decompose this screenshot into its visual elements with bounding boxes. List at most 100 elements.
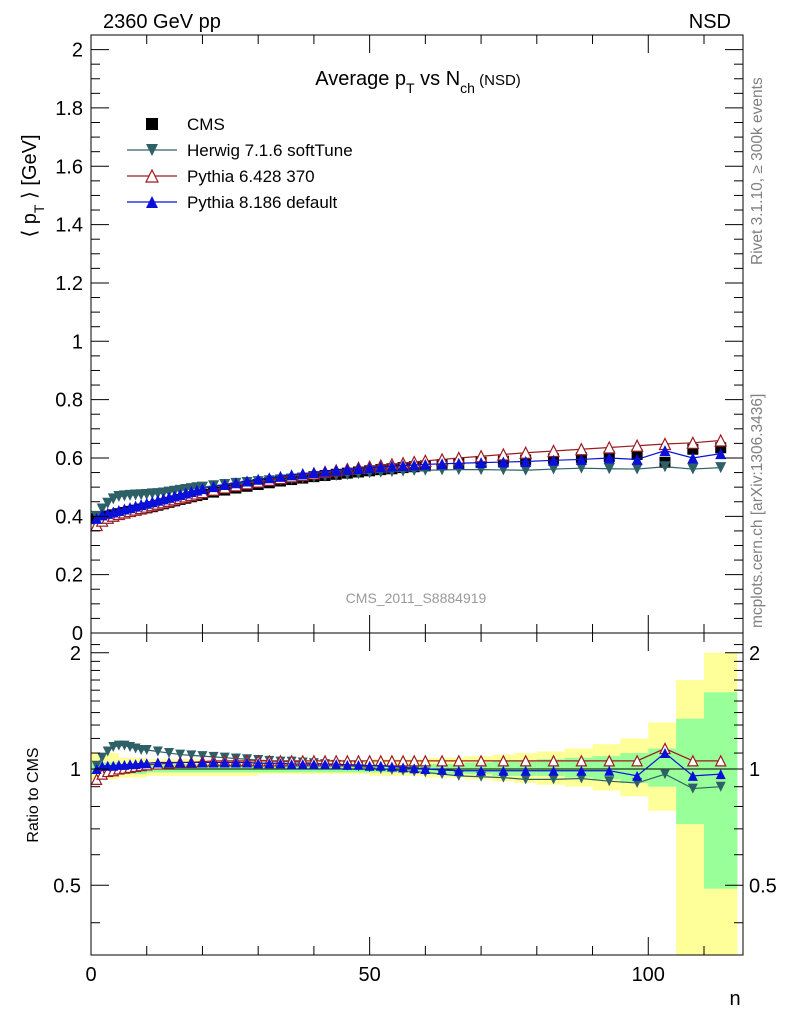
ratio-data-point (208, 757, 219, 768)
main-data-point (408, 459, 420, 471)
main-axis-ticks: 0 0.2 0.4 0.6 0.8 1 1.2 1.4 1.6 1.8 2 (55, 35, 743, 645)
ratio-data-point (375, 760, 386, 771)
legend-label: CMS (187, 115, 225, 134)
ratio-data-point (97, 752, 108, 763)
ratio-data-point (175, 749, 186, 760)
main-data-point (230, 477, 242, 489)
main-y-tick-label: 0.8 (55, 390, 83, 412)
ratio-data-point (659, 769, 670, 780)
legend-label: Herwig 7.1.6 softTune (187, 141, 353, 160)
ratio-data-point (275, 758, 286, 769)
main-data-point (319, 465, 331, 477)
ratio-data-point (286, 759, 297, 770)
main-y-tick-label: 0 (72, 623, 83, 645)
ratio-data-point (659, 748, 670, 759)
main-title-part-main: Average p (315, 68, 406, 90)
main-data-point (274, 470, 286, 482)
ratio-y-tick-label-right: 1 (749, 759, 760, 781)
main-y-tick-label: 1.8 (55, 98, 83, 120)
main-y-tick-label: 2 (72, 40, 83, 62)
main-data-point (520, 464, 532, 476)
main-data-point (436, 458, 448, 470)
main-data-point (715, 442, 727, 454)
main-data-point (575, 453, 587, 465)
ratio-data-point (308, 759, 319, 770)
main-data-point (352, 462, 364, 474)
x-tick-label: 100 (632, 964, 665, 986)
ratio-data-point (576, 773, 587, 784)
ratio-data-point (437, 764, 448, 775)
ratio-data-point (520, 765, 531, 776)
ratio-data-point (420, 764, 431, 775)
ratio-data-point (186, 750, 197, 761)
ratio-data-point (197, 757, 208, 768)
main-series-line (96, 439, 721, 526)
ratio-data-point (687, 783, 698, 794)
ratio-data-point (102, 746, 113, 757)
ratio-plot-panel: 0.5 0.5 1 1 2 2 0 50 100 (53, 632, 777, 986)
ratio-data-point (520, 774, 531, 785)
ratio-band-green (464, 762, 493, 775)
ratio-data-point (386, 761, 397, 772)
main-title-sub-t: T (406, 80, 415, 96)
main-y-tick-label: 1.4 (55, 215, 83, 237)
ratio-data-point (264, 758, 275, 769)
main-data-point (715, 448, 727, 460)
main-data-point (603, 463, 615, 475)
ratio-data-point (164, 748, 175, 759)
main-data-point (475, 457, 487, 469)
main-data-point (687, 463, 699, 475)
ratio-y-tick-label-right: 0.5 (749, 875, 777, 897)
ratio-data-point (632, 770, 643, 781)
main-title: Average pT vs Nch (NSD) (315, 68, 521, 96)
main-y-axis-label-post: ⟩ [GeV] (19, 134, 41, 204)
legend-marker (145, 168, 159, 183)
ratio-band-green (564, 757, 593, 778)
ratio-series-pythia-8-186-default (91, 748, 726, 781)
ratio-data-point (687, 770, 698, 781)
main-data-point (386, 460, 398, 472)
ratio-data-point (164, 757, 175, 768)
main-data-point (497, 456, 509, 468)
ratio-y-tick-label-right: 2 (749, 643, 760, 665)
legend-label: Pythia 6.428 370 (187, 167, 315, 186)
header-right-label: NSD (689, 11, 731, 33)
main-data-point (397, 460, 409, 472)
legend-marker (146, 118, 158, 130)
main-data-point (91, 512, 103, 524)
rivet-version-label: Rivet 3.1.10, ≥ 300k events (749, 77, 766, 265)
main-title-sub-ch: ch (460, 80, 475, 96)
ratio-data-point (714, 754, 727, 767)
ratio-data-point (576, 765, 587, 776)
ratio-data-point (409, 763, 420, 774)
ratio-data-point (175, 757, 186, 768)
ratio-band-green (202, 764, 259, 773)
main-y-tick-label: 1 (72, 331, 83, 353)
ratio-data-point (364, 760, 375, 771)
legend: CMS Herwig 7.1.6 softTune Pythia 6.428 370… (127, 115, 353, 212)
ratio-data-point (686, 754, 699, 767)
analysis-watermark: CMS_2011_S8884919 (346, 590, 487, 606)
ratio-y-axis-label: Ratio to CMS (25, 747, 42, 842)
ratio-data-point (152, 757, 163, 768)
ratio-band-green (369, 764, 426, 773)
ratio-data-point (342, 759, 353, 770)
ratio-data-point (297, 759, 308, 770)
main-title-part-tail: (NSD) (475, 72, 521, 89)
main-y-tick-label: 0.2 (55, 565, 83, 587)
main-data-point (575, 462, 587, 474)
legend-item-herwig-7-1-6-softtune: Herwig 7.1.6 softTune (127, 141, 353, 160)
legend-label: Pythia 8.186 default (187, 193, 338, 212)
main-y-axis-label-sub: T (31, 204, 47, 213)
ratio-y-tick-label: 0.5 (53, 875, 81, 897)
ratio-data-point (498, 765, 509, 776)
main-data-point (687, 443, 699, 455)
ratio-y-tick-label: 2 (70, 643, 81, 665)
main-data-point (520, 455, 532, 467)
ratio-y-tick-label: 1 (70, 759, 81, 781)
legend-item-pythia-8-186-default: Pythia 8.186 default (127, 193, 338, 212)
main-data-point (419, 458, 431, 470)
main-data-point (548, 454, 560, 466)
main-data-point (263, 472, 275, 484)
